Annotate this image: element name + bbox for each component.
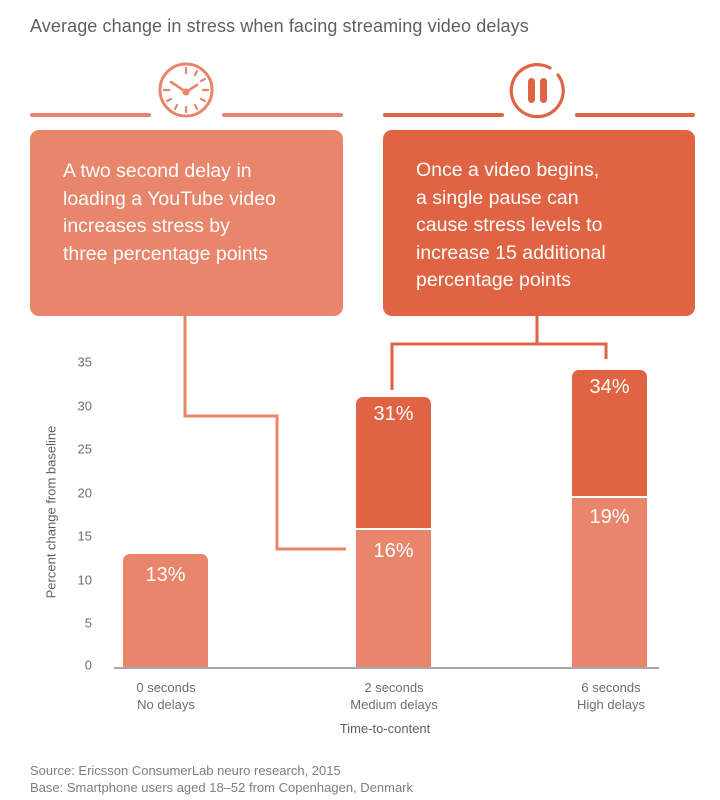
callout-single-pause: Once a video begins, a single pause can … xyxy=(383,130,695,316)
divider-left-a xyxy=(30,113,151,117)
x-category-0: 0 seconds No delays xyxy=(96,679,236,713)
bar-value-label: 31% xyxy=(373,403,414,425)
x-category-1: 2 seconds Medium delays xyxy=(324,679,464,713)
pause-icon xyxy=(509,63,565,119)
x-axis-label: Time-to-content xyxy=(339,721,431,736)
callout-right-line: increase 15 additional xyxy=(416,241,606,264)
y-tick: 5 xyxy=(84,615,92,631)
x-category-2: 6 seconds High delays xyxy=(541,679,681,713)
bar-high-delays-base: 19% xyxy=(572,498,647,667)
y-tick: 35 xyxy=(77,354,92,370)
x-category-line: 6 seconds xyxy=(581,680,641,695)
chart-title: Average change in stress when facing str… xyxy=(30,16,529,36)
source-note: Source: Ericsson ConsumerLab neuro resea… xyxy=(30,763,341,778)
bar-medium-delays-base: 16% xyxy=(356,530,431,667)
callout-right-line: percentage points xyxy=(416,269,572,291)
x-axis-line xyxy=(114,667,659,669)
callout-right-line: a single pause can xyxy=(416,186,579,209)
x-category-line: 0 seconds xyxy=(136,680,196,695)
footer: Source: Ericsson ConsumerLab neuro resea… xyxy=(30,762,413,796)
y-tick: 0 xyxy=(84,657,92,673)
callout-left-line: A two second delay in xyxy=(63,160,252,182)
bar-value-label: 16% xyxy=(373,540,414,562)
bar-value-label: 34% xyxy=(589,376,630,398)
y-axis-label: Percent change from baseline xyxy=(43,425,59,599)
x-category-line: No delays xyxy=(137,697,195,712)
clock-icon xyxy=(158,62,214,118)
bar-no-delays: 13% xyxy=(123,554,208,667)
y-tick: 15 xyxy=(77,528,92,544)
bar-high-delays-top: 34% xyxy=(572,370,647,496)
bar-medium-delays-top: 31% xyxy=(356,397,431,528)
callout-right-line: cause stress levels to xyxy=(416,214,603,236)
x-category-line: 2 seconds xyxy=(364,680,424,695)
callout-left-line: loading a YouTube video xyxy=(63,187,276,210)
x-category-line: Medium delays xyxy=(350,697,438,712)
y-tick: 25 xyxy=(77,441,92,457)
x-category-line: High delays xyxy=(577,697,645,712)
bar-value-label: 13% xyxy=(145,564,186,586)
y-tick: 20 xyxy=(77,485,92,501)
divider-right-b xyxy=(575,113,695,117)
bar-value-label: 19% xyxy=(589,506,630,528)
y-tick: 10 xyxy=(77,572,92,588)
divider-left-b xyxy=(222,113,343,117)
divider-right-a xyxy=(383,113,504,117)
callout-two-second-delay: A two second delay in loading a YouTube … xyxy=(30,130,343,316)
y-tick: 30 xyxy=(77,398,92,414)
callout-left-line: increases stress by xyxy=(63,215,230,237)
callout-left-line: three percentage points xyxy=(63,242,268,265)
callout-right-line: Once a video begins, xyxy=(416,159,600,181)
base-note: Base: Smartphone users aged 18–52 from C… xyxy=(30,780,414,795)
